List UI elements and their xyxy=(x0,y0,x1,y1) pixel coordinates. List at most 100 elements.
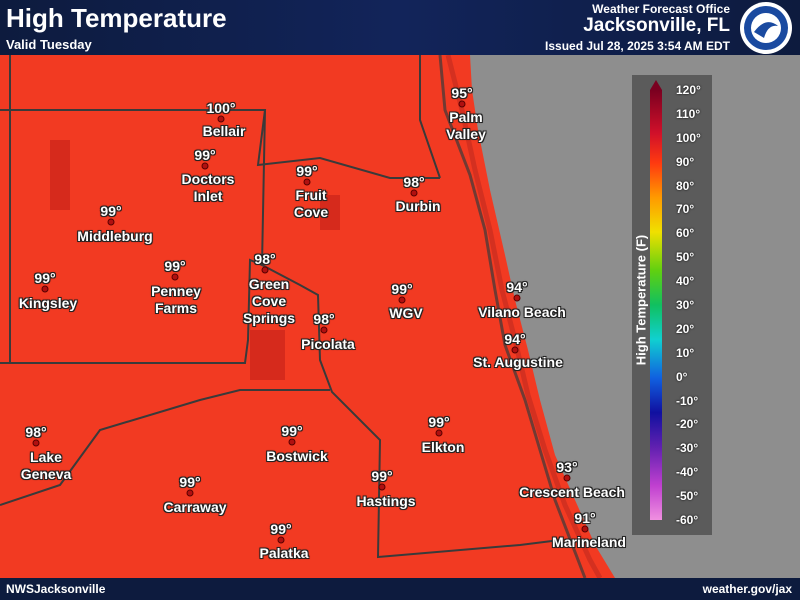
location-dot xyxy=(217,115,225,123)
location-dot xyxy=(288,438,296,446)
location-temp: 100° xyxy=(206,100,236,116)
legend-arrow xyxy=(650,80,662,90)
footer-left: NWSJacksonville xyxy=(6,582,106,596)
location-temp: 94° xyxy=(504,331,526,347)
location-temp: 99° xyxy=(270,521,292,537)
location-dot xyxy=(277,536,285,544)
location-temp: 99° xyxy=(428,414,450,430)
location-temp: 98° xyxy=(403,174,425,190)
legend-tick-label: 20° xyxy=(676,321,695,336)
location-dot xyxy=(513,294,521,302)
location-name: Kingsley xyxy=(18,295,78,311)
location-dot xyxy=(171,273,179,281)
location-name: Crescent Beach xyxy=(519,484,625,500)
location-dot xyxy=(398,296,406,304)
location-dot xyxy=(511,346,519,354)
river xyxy=(438,54,587,579)
location-temp: 99° xyxy=(281,423,303,439)
location-name: Durbin xyxy=(395,198,441,214)
location-name: Bostwick xyxy=(266,448,328,464)
legend-tick-label: 50° xyxy=(676,250,695,265)
location-name: Palm Valley xyxy=(446,109,486,142)
location-temp: 99° xyxy=(34,270,56,286)
location-dot xyxy=(32,439,40,447)
coast-strip xyxy=(445,54,603,580)
office-city: Jacksonville, FL xyxy=(583,15,730,36)
location-dot xyxy=(435,429,443,437)
legend-tick-label: 0° xyxy=(676,369,688,384)
legend-tick-label: 90° xyxy=(676,154,695,169)
legend-tick-label: 60° xyxy=(676,226,695,241)
location-name: Bellair xyxy=(202,123,246,139)
footer-band xyxy=(0,578,800,600)
legend-colorbar xyxy=(650,90,662,520)
location-temp: 98° xyxy=(313,311,335,327)
office: Weather Forecast Office xyxy=(592,2,730,16)
location-temp: 98° xyxy=(254,251,276,267)
legend-tick-label: -10° xyxy=(676,393,699,408)
location-name: Vilano Beach xyxy=(478,304,566,320)
location-name: Fruit Cove xyxy=(293,187,329,220)
location-name: Hastings xyxy=(356,493,416,509)
title: High Temperature xyxy=(6,3,227,33)
location-temp: 99° xyxy=(179,474,201,490)
legend-tick-label: -60° xyxy=(676,513,699,527)
location-name: Doctors Inlet xyxy=(181,171,235,204)
location-dot xyxy=(41,285,49,293)
location-temp: 99° xyxy=(371,468,393,484)
location-temp: 99° xyxy=(391,281,413,297)
location-name: Middleburg xyxy=(77,228,153,244)
nws-logo xyxy=(740,2,792,54)
location-temp: 93° xyxy=(556,459,578,475)
county-lines xyxy=(0,55,561,559)
location-dot xyxy=(107,218,115,226)
legend-tick-label: 80° xyxy=(676,178,695,193)
location-temp: 98° xyxy=(25,424,47,440)
legend-tick-label: 70° xyxy=(676,202,695,217)
location-name: WGV xyxy=(389,305,423,321)
legend-tick-label: -50° xyxy=(676,489,699,504)
legend-tick-label: 120° xyxy=(676,83,701,97)
shading xyxy=(50,140,340,380)
location-name: Marineland xyxy=(552,534,626,550)
location-temp: 99° xyxy=(100,203,122,219)
location-dot xyxy=(186,489,194,497)
legend-title: High Temperature (F) xyxy=(633,234,649,366)
location-dot xyxy=(201,162,209,170)
location-dot xyxy=(410,189,418,197)
subtitle: Valid Tuesday xyxy=(6,37,92,52)
location-name: Elkton xyxy=(421,439,465,455)
location-dot xyxy=(261,266,269,274)
footer-right: weather.gov/jax xyxy=(702,582,792,596)
location-temp: 99° xyxy=(164,258,186,274)
legend-tick-label: 30° xyxy=(676,298,695,312)
legend-panel xyxy=(632,75,712,535)
location-name: Lake Geneva xyxy=(20,449,72,482)
header-band xyxy=(0,0,800,55)
location-dot xyxy=(378,483,386,491)
location-name: Palatka xyxy=(259,545,309,561)
legend-tick-label: 110° xyxy=(676,106,701,121)
location-dot xyxy=(458,100,466,108)
location-temp: 99° xyxy=(194,147,216,163)
location-temp: 91° xyxy=(574,510,596,526)
location-name: Penney Farms xyxy=(151,283,201,316)
location-temp: 94° xyxy=(506,279,528,295)
location-dot xyxy=(581,525,589,533)
location-temp: 99° xyxy=(296,163,318,179)
location-dot xyxy=(303,178,311,186)
legend-tick-label: -30° xyxy=(676,441,699,456)
legend-tick-label: 10° xyxy=(676,345,695,360)
issued: Issued Jul 28, 2025 3:54 AM EDT xyxy=(545,39,730,53)
legend-tick-label: -20° xyxy=(676,417,699,432)
location-name: St. Augustine xyxy=(473,354,563,370)
location-name: Picolata xyxy=(301,336,355,352)
location-dot xyxy=(563,474,571,482)
location-temp: 95° xyxy=(451,85,473,101)
legend-tick-label: -40° xyxy=(676,465,699,480)
location-name: Carraway xyxy=(163,499,227,515)
legend-tick-label: 100° xyxy=(676,130,701,145)
location-name: Green Cove Springs xyxy=(242,276,296,326)
